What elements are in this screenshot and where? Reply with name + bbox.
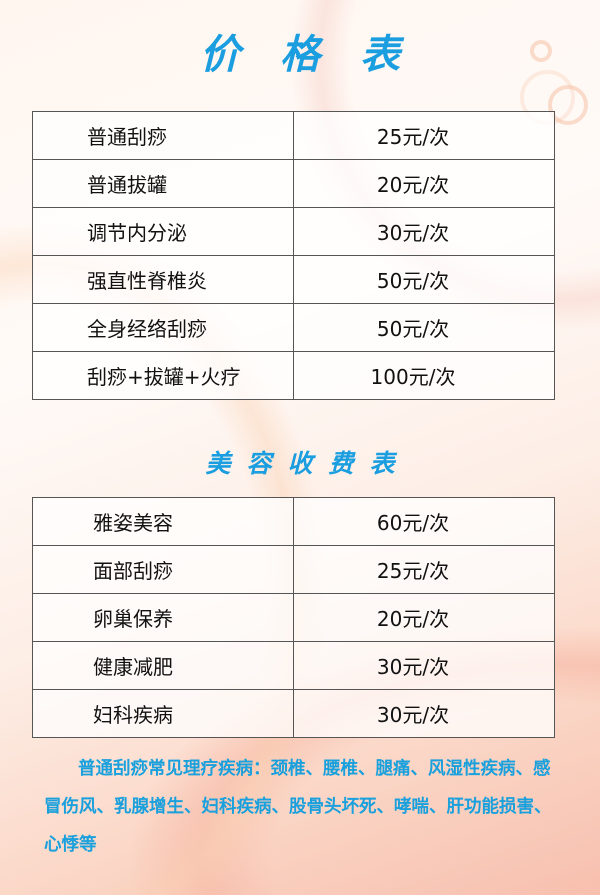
treatment-note: 普通刮痧常见理疗疾病：颈椎、腰椎、腿痛、风湿性疾病、感冒伤风、乳腺增生、妇科疾病… [44,759,552,855]
item-price: 30元/次 [293,689,555,738]
table-row: 普通刮痧 25元/次 [32,111,555,160]
section-title: 美容收费表 [205,449,411,478]
item-price: 25元/次 [293,545,555,594]
table-row: 普通拔罐 20元/次 [32,159,555,208]
beauty-price-table: 雅姿美容 60元/次 面部刮痧 25元/次 卵巢保养 20元/次 健康减肥 30元/次 … [32,497,555,738]
item-price: 25元/次 [293,111,555,160]
table-row: 雅姿美容 60元/次 [32,497,555,546]
table-row: 强直性脊椎炎 50元/次 [32,255,555,304]
table-row: 刮痧+拔罐+火疗 100元/次 [32,351,555,400]
item-price: 100元/次 [293,351,555,400]
item-name: 刮痧+拔罐+火疗 [32,351,294,400]
item-name: 普通拔罐 [32,159,294,208]
table-row: 妇科疾病 30元/次 [32,689,555,738]
item-price: 50元/次 [293,303,555,352]
item-name: 妇科疾病 [32,689,294,738]
table-row: 卵巢保养 20元/次 [32,593,555,642]
page-title: 价格表 [200,31,440,78]
table-row: 调节内分泌 30元/次 [32,207,555,256]
table-row: 面部刮痧 25元/次 [32,545,555,594]
item-name: 卵巢保养 [32,593,294,642]
item-name: 调节内分泌 [32,207,294,256]
item-name: 雅姿美容 [32,497,294,546]
table-row: 健康减肥 30元/次 [32,641,555,690]
item-name: 强直性脊椎炎 [32,255,294,304]
item-price: 30元/次 [293,641,555,690]
item-price: 60元/次 [293,497,555,546]
item-name: 面部刮痧 [32,545,294,594]
item-price: 20元/次 [293,593,555,642]
item-price: 30元/次 [293,207,555,256]
decor-ring [530,40,552,62]
item-price: 20元/次 [293,159,555,208]
price-table: 普通刮痧 25元/次 普通拔罐 20元/次 调节内分泌 30元/次 强直性脊椎炎 50元… [32,111,555,400]
item-name: 普通刮痧 [32,111,294,160]
table-row: 全身经络刮痧 50元/次 [32,303,555,352]
item-name: 全身经络刮痧 [32,303,294,352]
item-price: 50元/次 [293,255,555,304]
item-name: 健康减肥 [32,641,294,690]
